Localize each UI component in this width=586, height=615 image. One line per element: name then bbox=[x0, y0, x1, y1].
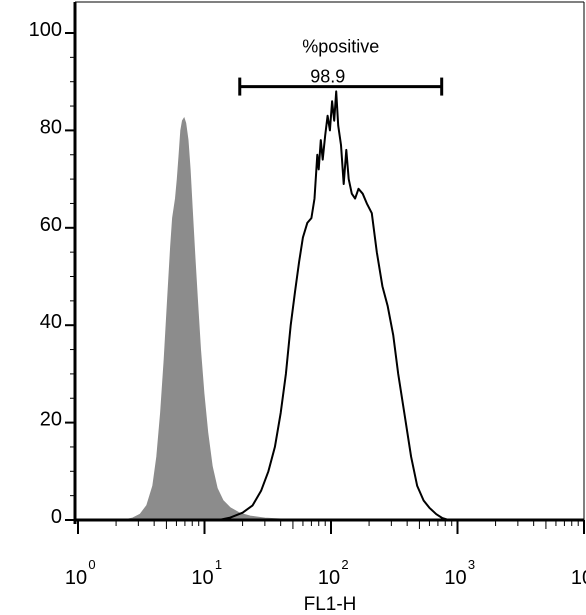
x-tick-exponent: 3 bbox=[468, 557, 475, 572]
series-layer bbox=[124, 91, 449, 520]
x-tick-label: 10 bbox=[571, 567, 586, 589]
x-tick-exponent: 0 bbox=[88, 557, 95, 572]
y-tick-label: 80 bbox=[40, 116, 62, 138]
y-tick-label: 40 bbox=[40, 311, 62, 333]
x-tick-label: 10 bbox=[318, 567, 340, 589]
y-tick-label: 60 bbox=[40, 214, 62, 236]
y-tick-label: 0 bbox=[51, 506, 62, 528]
x-tick-label: 10 bbox=[444, 567, 466, 589]
x-axis-title: FL1-H bbox=[304, 594, 357, 615]
y-tick-label: 20 bbox=[40, 409, 62, 431]
axis-layer: 020406080100100101102103104 bbox=[29, 2, 586, 589]
x-tick-exponent: 1 bbox=[215, 557, 222, 572]
x-tick-label: 10 bbox=[191, 567, 213, 589]
y-tick-label: 100 bbox=[29, 19, 62, 41]
gate-layer: %positive 98.9 bbox=[240, 37, 442, 96]
gate-label: %positive bbox=[302, 37, 379, 57]
gate-value: 98.9 bbox=[310, 67, 345, 87]
series-outline-histogram bbox=[219, 91, 449, 520]
x-tick-label: 10 bbox=[65, 567, 87, 589]
x-tick-exponent: 2 bbox=[341, 557, 348, 572]
